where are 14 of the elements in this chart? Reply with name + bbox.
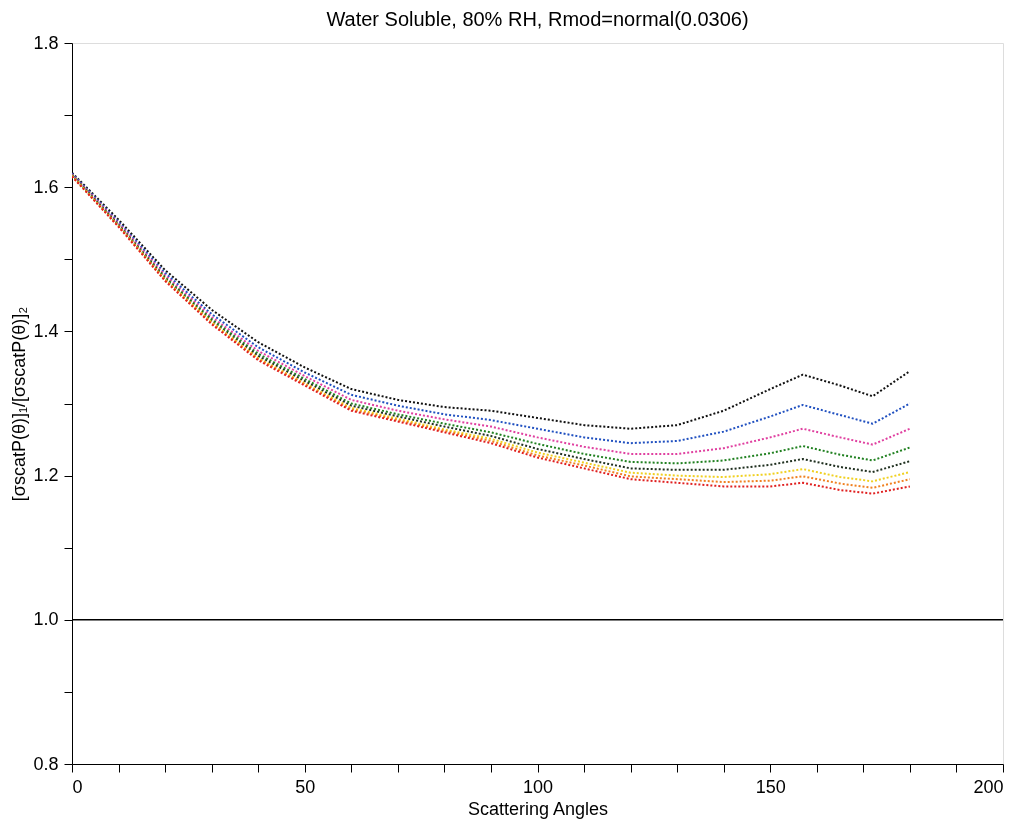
x-tick-label: 100	[522, 776, 554, 797]
x-tick-label: 50	[295, 776, 316, 797]
y-tick-label: 1.2	[33, 465, 59, 486]
y-tick-label: 1.0	[33, 609, 59, 630]
x-tick-label: 150	[755, 776, 786, 797]
y-tick-label: 1.4	[33, 320, 59, 341]
y-tick-label: 1.6	[33, 176, 59, 197]
x-tick-label: 200	[973, 776, 1004, 797]
y-axis-title: [σscatP(θ)]₁/[σscatP(θ)]₂	[9, 306, 30, 502]
x-tick-label: 0	[72, 776, 83, 797]
chart-title: Water Soluble, 80% RH, Rmod=normal(0.0306)	[326, 8, 749, 30]
y-tick-label: 1.8	[33, 32, 59, 53]
x-axis-title: Scattering Angles	[467, 798, 609, 819]
y-tick-label: 0.8	[33, 753, 59, 774]
